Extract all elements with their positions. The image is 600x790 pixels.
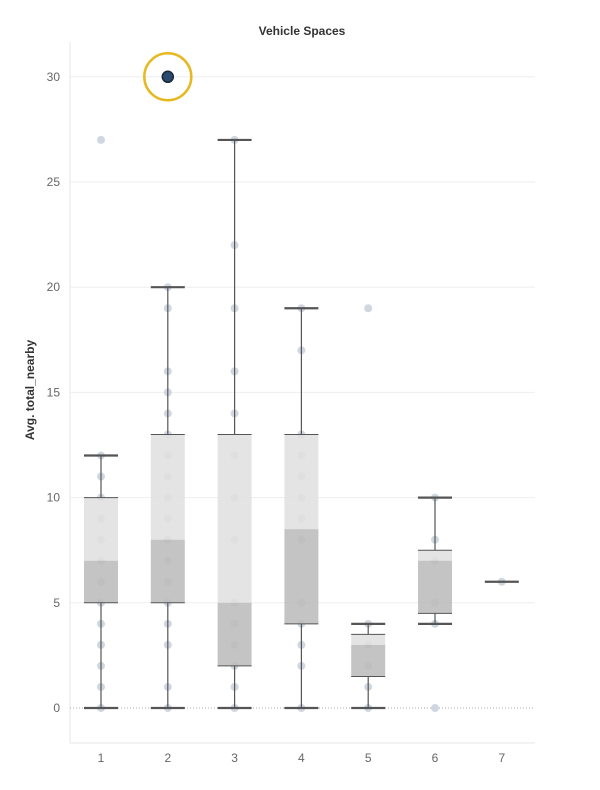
y-tick-label: 10 (47, 491, 61, 505)
y-tick-label: 0 (53, 701, 60, 715)
y-tick-label: 5 (53, 596, 60, 610)
data-point (364, 304, 373, 313)
box-upper-half (351, 634, 386, 645)
chart-title: Vehicle Spaces (259, 24, 346, 38)
y-tick-label: 25 (47, 175, 61, 189)
box-upper-half (217, 434, 252, 603)
highlight-ring (143, 52, 193, 102)
box-lower-half (150, 539, 185, 603)
box-lower-half (418, 560, 452, 614)
data-point (97, 135, 105, 144)
x-tick-label: 4 (298, 751, 305, 765)
box-upper-half (150, 434, 185, 540)
highlighted-point (161, 70, 175, 84)
y-tick-label: 30 (47, 70, 61, 84)
y-tick-label: 15 (47, 385, 61, 399)
box-upper-half (418, 550, 452, 561)
box-lower-half (351, 644, 386, 677)
x-tick-label: 7 (498, 751, 505, 765)
x-tick-label: 6 (432, 751, 439, 765)
x-tick-label: 2 (164, 751, 171, 765)
box-lower-half (84, 560, 118, 603)
y-tick-label: 20 (47, 280, 61, 294)
x-tick-label: 5 (365, 751, 372, 765)
box-lower-half (217, 602, 252, 666)
y-axis-label: Avg. total_nearby (23, 340, 37, 441)
box-upper-half (284, 434, 319, 530)
box-lower-half (284, 529, 319, 624)
x-tick-label: 1 (98, 751, 105, 765)
x-tick-label: 3 (231, 751, 238, 765)
box-upper-half (84, 497, 118, 561)
data-point (431, 704, 439, 712)
